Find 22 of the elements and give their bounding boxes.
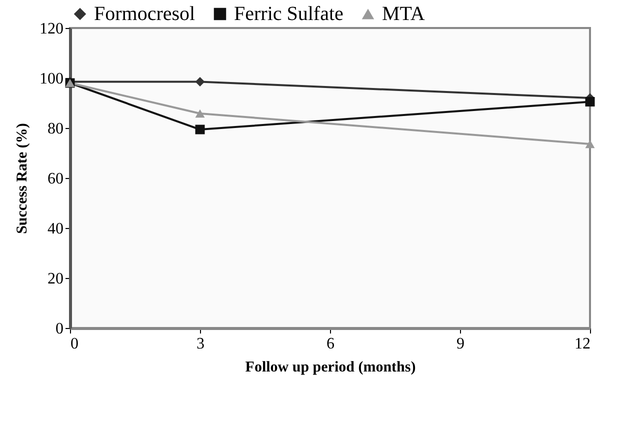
y-tick-label: 120	[40, 20, 64, 38]
y-tick-label: 0	[56, 320, 64, 338]
point	[585, 97, 595, 106]
x-tick-label: 6	[326, 336, 334, 352]
y-tick-label: 100	[40, 70, 64, 88]
x-tick-label: 9	[456, 336, 464, 352]
y-tick-label: 80	[48, 120, 64, 138]
y-axis-title: Success Rate (%)	[14, 123, 30, 234]
legend-label: MTA	[382, 3, 426, 25]
y-tick-label: 60	[48, 170, 64, 188]
x-axis-title: Follow up period (months)	[245, 360, 416, 376]
legend-label: Ferric Sulfate	[234, 3, 344, 25]
x-tick-label: 12	[574, 336, 590, 352]
point	[195, 109, 205, 118]
point	[195, 77, 205, 86]
point	[585, 140, 595, 148]
legend-label: Formocresol	[94, 3, 196, 25]
x-tick-label: 0	[70, 336, 78, 352]
y-tick-label: 20	[48, 270, 64, 288]
x-tick-label: 3	[196, 336, 204, 352]
point	[195, 124, 205, 134]
y-tick-label: 40	[48, 220, 64, 238]
